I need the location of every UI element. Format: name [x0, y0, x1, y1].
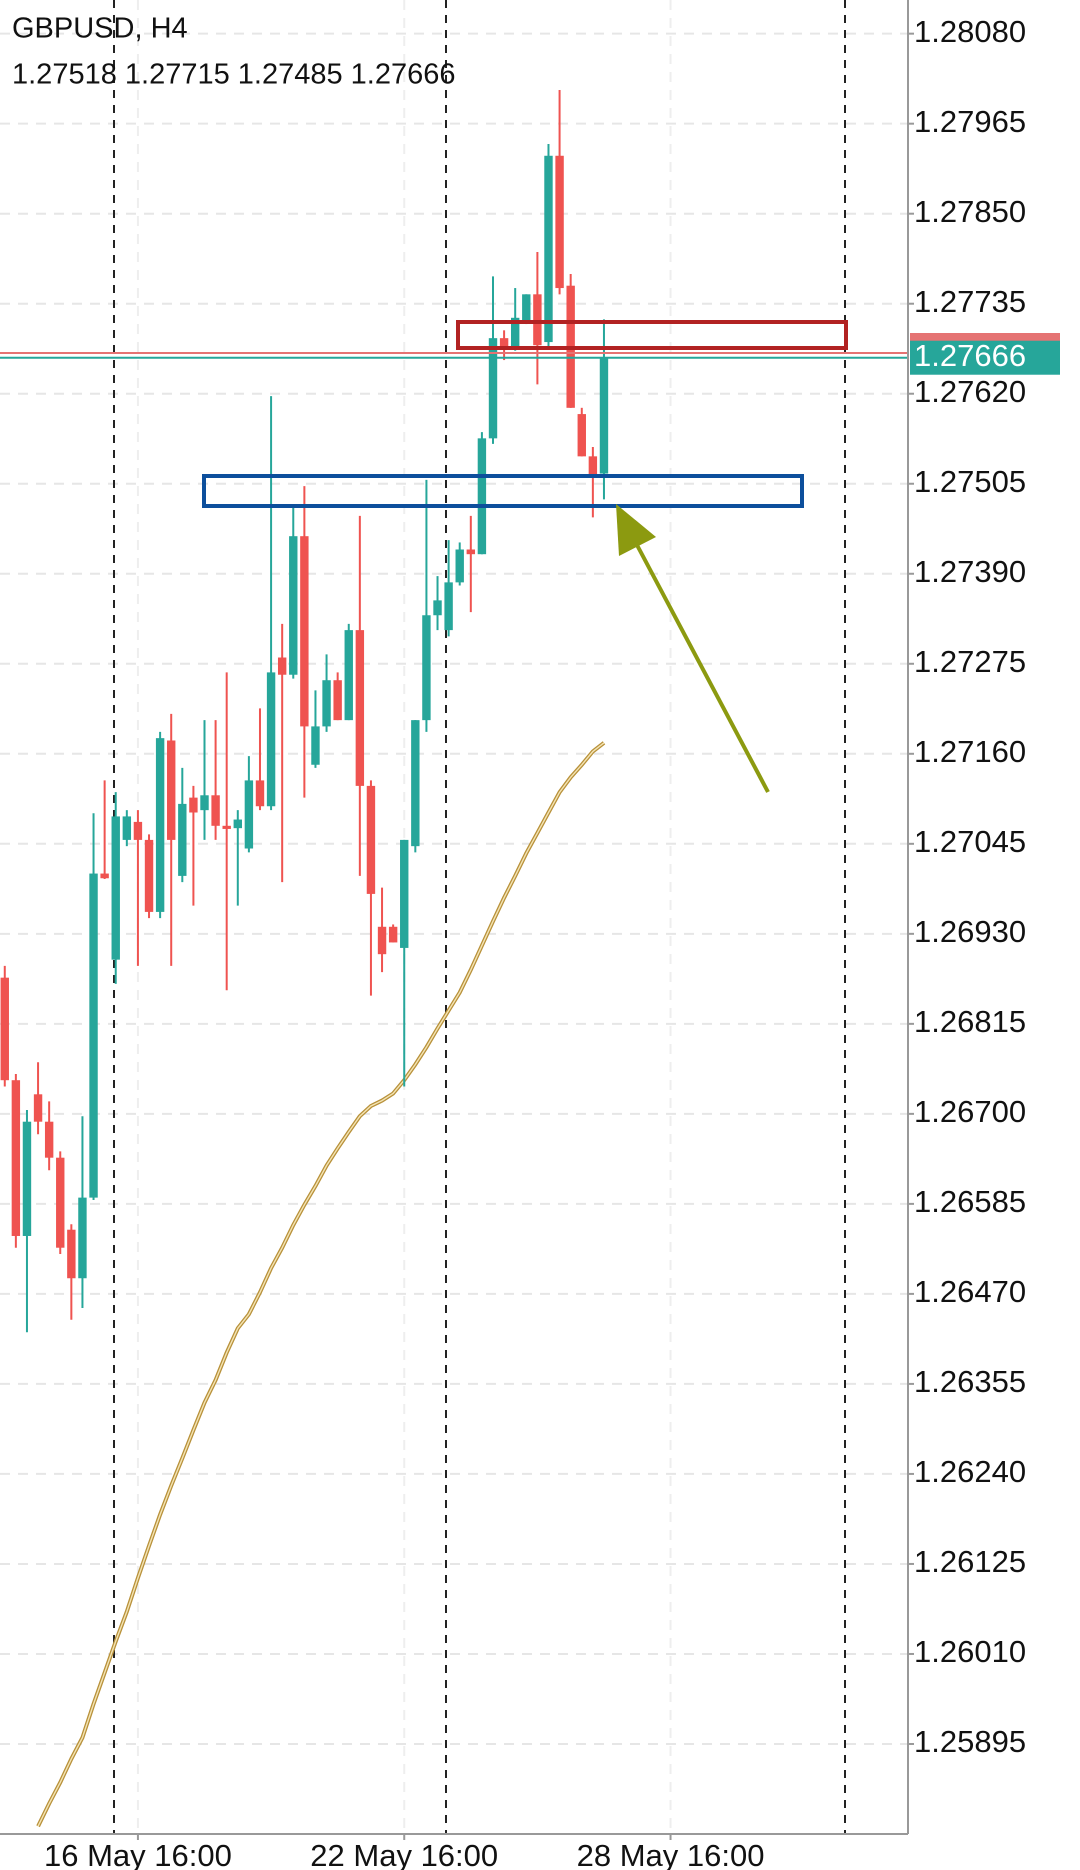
candle-body: [555, 155, 564, 289]
candle-body: [544, 155, 553, 343]
y-tick-label: 1.27850: [914, 194, 1026, 229]
y-tick-label: 1.27160: [914, 734, 1026, 769]
y-tick-label: 1.26815: [914, 1004, 1026, 1039]
candle-body: [222, 825, 231, 829]
candle-body: [122, 816, 132, 840]
y-tick-label: 1.26355: [914, 1364, 1026, 1399]
y-tick-label: 1.27735: [914, 284, 1026, 319]
x-tick-label: 28 May 16:00: [577, 1838, 765, 1870]
candle-body: [255, 780, 265, 807]
candle-body: [366, 785, 376, 894]
candle-body: [67, 1229, 76, 1279]
y-tick-label: 1.26930: [914, 914, 1026, 949]
candle-body: [311, 726, 320, 765]
candle-body: [422, 615, 431, 721]
candle-body: [289, 536, 298, 675]
marks: [0, 90, 908, 1828]
candle-body: [200, 795, 209, 811]
last-price-label: 1.27666: [914, 338, 1026, 373]
candle-body: [377, 926, 387, 955]
candle-body: [167, 740, 176, 840]
y-tick-label: 1.26700: [914, 1094, 1026, 1129]
candle-body: [22, 1121, 32, 1236]
moving-average: [36, 741, 606, 1828]
candle-body: [0, 977, 9, 1081]
candle-body: [588, 456, 598, 475]
candle-body: [510, 317, 520, 349]
candle-body: [533, 294, 542, 346]
candle-body: [89, 873, 98, 1198]
y-tick-label: 1.26125: [914, 1544, 1026, 1579]
y-tick-label: 1.26585: [914, 1184, 1026, 1219]
candle-body: [266, 672, 276, 807]
candle-body: [300, 536, 309, 727]
y-tick-label: 1.27275: [914, 644, 1026, 679]
candle-body: [577, 414, 586, 457]
candle-body: [178, 803, 187, 876]
candle-body: [488, 338, 498, 439]
candle-body: [233, 819, 242, 829]
moving-average-core: [37, 742, 605, 1827]
candle-body: [333, 680, 342, 721]
candle-body: [78, 1197, 87, 1279]
candle-body: [522, 294, 531, 322]
candle-body: [133, 821, 143, 840]
x-tick-label: 22 May 16:00: [310, 1838, 498, 1870]
candle-body: [355, 630, 365, 786]
y-tick-label: 1.27505: [914, 464, 1026, 499]
y-tick-label: 1.26010: [914, 1634, 1026, 1669]
candle-body: [477, 438, 487, 555]
y-tick-label: 1.26240: [914, 1454, 1026, 1489]
candle-body: [44, 1121, 54, 1158]
arrow-head: [616, 504, 656, 556]
candle-body: [155, 738, 165, 912]
y-tick-label: 1.27045: [914, 824, 1026, 859]
candle-body: [111, 816, 120, 960]
candle-body: [455, 549, 464, 583]
candle-body: [599, 357, 609, 474]
y-tick-label: 1.28080: [914, 14, 1026, 49]
resistance-box: [456, 320, 848, 350]
candle-body: [433, 600, 442, 616]
candle-body: [344, 630, 353, 721]
support-box: [202, 474, 804, 508]
candle-body: [33, 1094, 43, 1122]
candle-body: [388, 926, 398, 943]
candle-body: [277, 657, 287, 675]
x-tick-label: 16 May 16:00: [44, 1838, 232, 1870]
candle-body: [466, 549, 476, 555]
y-tick-label: 1.25895: [914, 1724, 1026, 1759]
arrow-shaft: [635, 544, 770, 793]
candle-body: [411, 720, 420, 847]
candle-body: [56, 1157, 65, 1248]
grid: [0, 0, 908, 1834]
candle-body: [144, 839, 154, 912]
last-price-tag: [910, 340, 1060, 375]
chart-title: GBPUSD, H4: [12, 13, 188, 45]
candle-body: [211, 795, 220, 826]
candle-body: [400, 839, 409, 948]
y-tick-label: 1.26470: [914, 1274, 1026, 1309]
y-tick-label: 1.27965: [914, 104, 1026, 139]
ask-tag: [910, 333, 1060, 342]
candle-body: [499, 338, 509, 349]
candle-body: [322, 680, 331, 727]
candle-body: [189, 797, 198, 813]
candle-body: [444, 582, 453, 631]
candle-body: [11, 1080, 21, 1236]
candle-body: [244, 780, 254, 849]
y-tick-label: 1.27390: [914, 554, 1026, 589]
y-tick-label: 1.27620: [914, 374, 1026, 409]
ohlc-readout: 1.27518 1.27715 1.27485 1.27666: [12, 59, 455, 91]
candle-body: [100, 873, 109, 879]
